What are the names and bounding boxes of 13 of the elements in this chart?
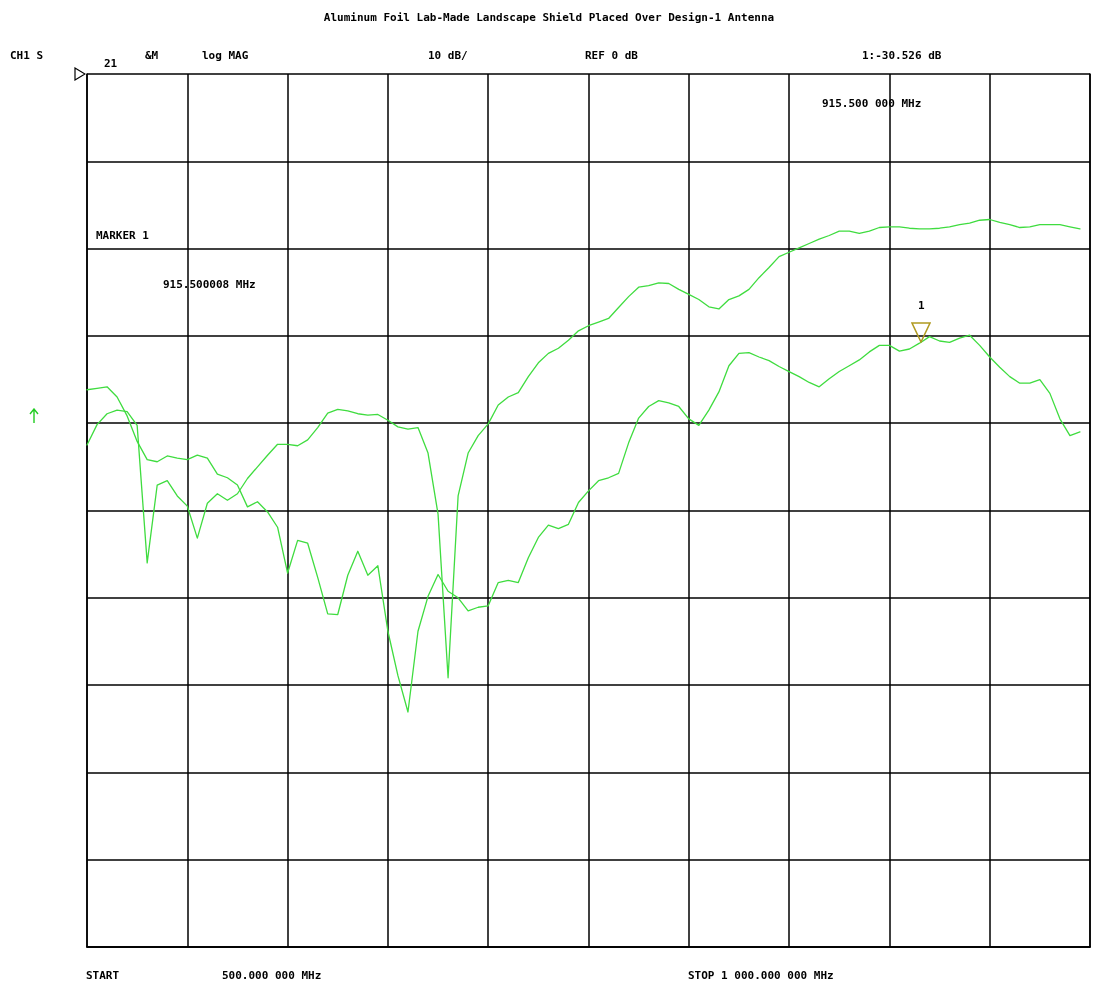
text: 10 dB/ [428, 49, 469, 62]
text: 21 [104, 57, 118, 70]
text: STOP 1 000.000 000 MHz [688, 969, 834, 981]
text: log MAG [202, 49, 249, 62]
annotation: MARKER 1 [96, 229, 150, 242]
annotation: 1 [918, 299, 925, 312]
text: 1:-30.526 dB [862, 49, 942, 62]
text: START [86, 969, 120, 981]
text: REF 0 dB [585, 49, 639, 62]
text: &M [145, 49, 159, 62]
text: 500.000 000 MHz [222, 969, 322, 981]
chart-title: Aluminum Foil Lab-Made Landscape Shield Placed Over Design-1 Antenna [323, 11, 775, 24]
text: CH1 S [10, 49, 44, 62]
